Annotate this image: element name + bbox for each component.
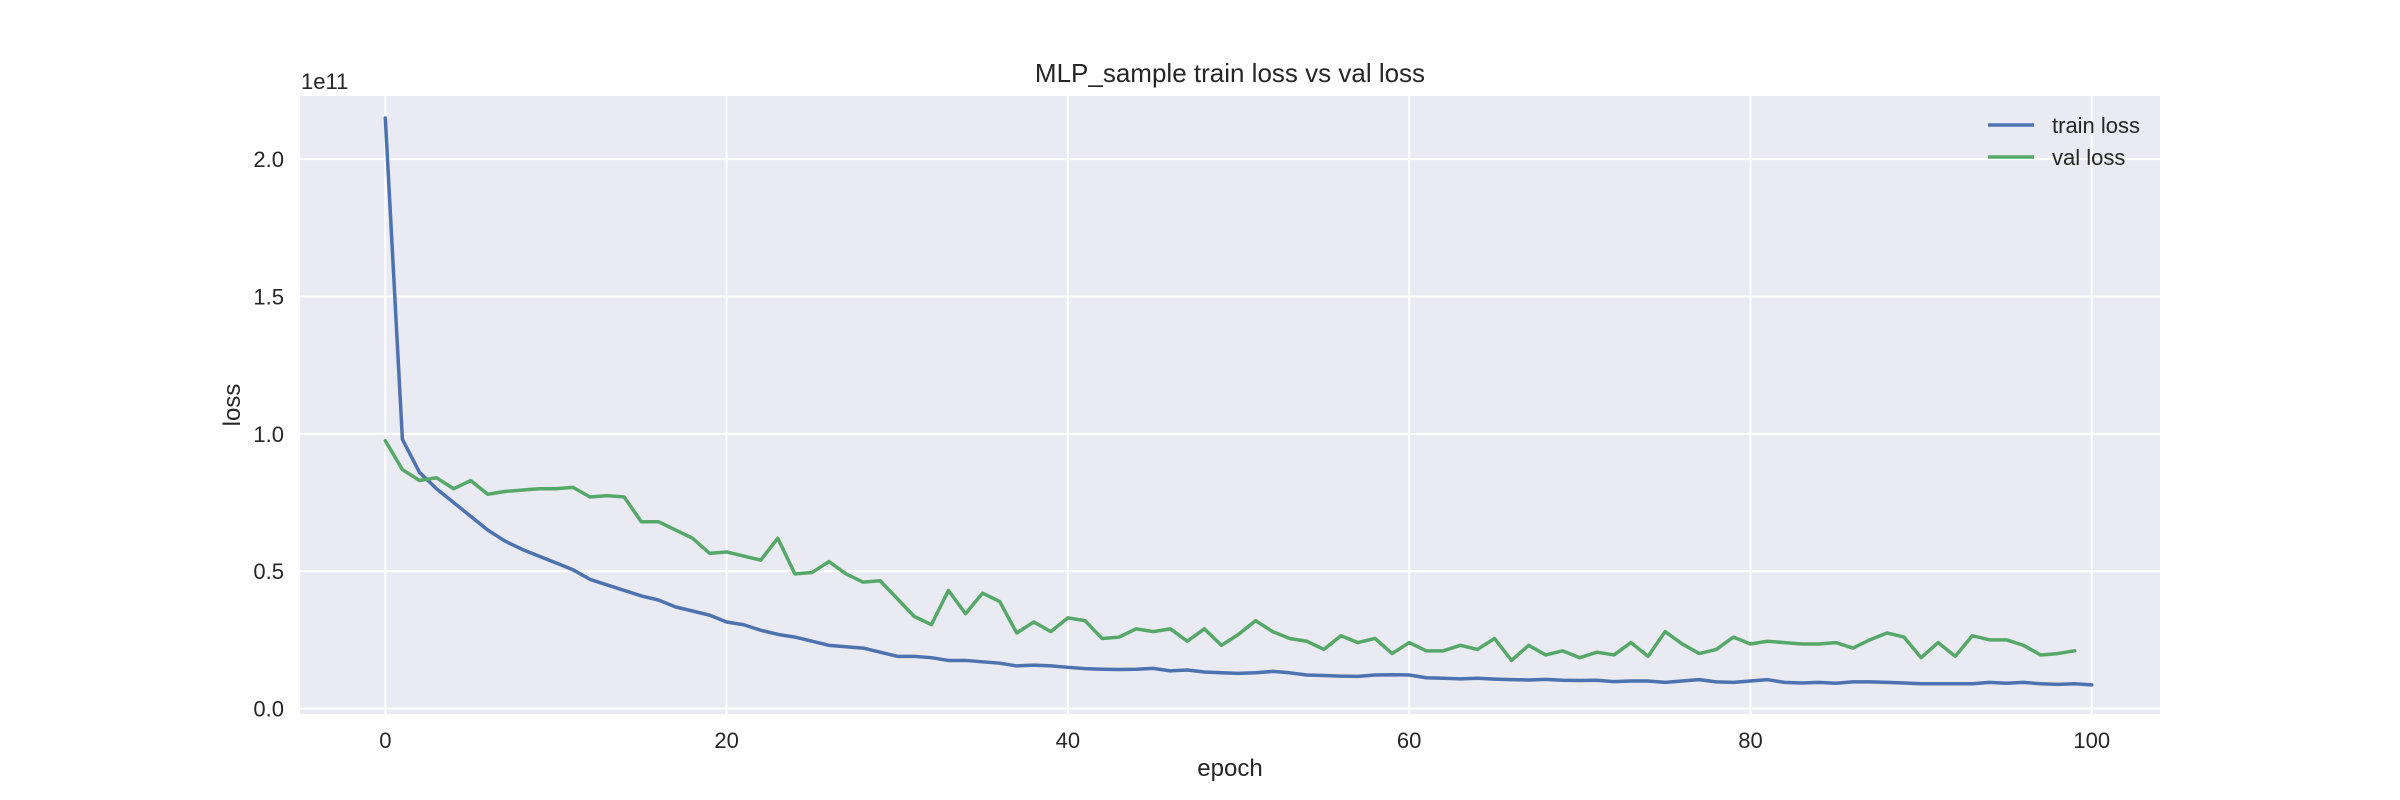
x-tick-label: 20 [714,728,738,753]
series-line-train-loss [383,116,2094,687]
legend: train loss val loss [1988,113,2140,170]
y-tick-label: 1.5 [253,285,284,310]
y-tick-label: 1.0 [253,422,284,447]
legend-label-train: train loss [2052,113,2140,138]
x-axis-ticks: 0 20 40 60 80 100 [379,728,2110,753]
grid-lines [300,96,2160,714]
legend-label-val: val loss [2052,145,2125,170]
chart-title: MLP_sample train loss vs val loss [1035,58,1425,88]
x-tick-label: 100 [2073,728,2110,753]
x-tick-label: 60 [1397,728,1421,753]
y-axis-ticks: 0.0 0.5 1.0 1.5 2.0 [253,147,284,721]
plot-area [300,96,2160,714]
y-axis-label: loss [219,384,246,427]
series-layer [383,116,2094,687]
x-tick-label: 80 [1738,728,1762,753]
y-offset-label: 1e11 [301,69,348,94]
y-tick-label: 0.0 [253,697,284,722]
x-axis-label: epoch [1197,755,1262,782]
x-tick-label: 0 [379,728,391,753]
series-line-val-loss [383,438,2077,663]
y-tick-label: 0.5 [253,559,284,584]
x-tick-label: 40 [1056,728,1080,753]
y-tick-label: 2.0 [253,147,284,172]
